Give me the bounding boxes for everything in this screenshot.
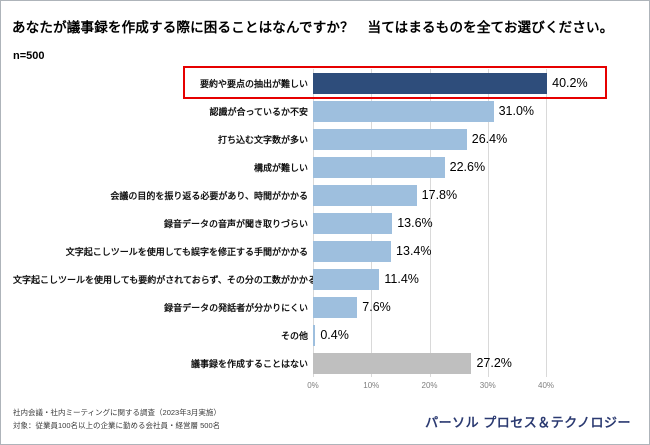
bar-track: 27.2%: [313, 349, 546, 377]
sample-size-label: n=500: [13, 50, 45, 62]
x-tick-label: 20%: [421, 381, 438, 390]
category-label: 打ち込む文字数が多い: [217, 134, 308, 145]
value-label: 13.4%: [396, 244, 432, 258]
chart-row: 文字起こしツールを使用しても誤字を修正する手間がかかる 13.4%: [13, 237, 633, 265]
category-label: 文字起こしツールを使用しても誤字を修正する手間がかかる: [65, 246, 308, 257]
footnote-line-2: 対象：従業員100名以上の企業に勤める会社員・経営層 500名: [13, 420, 221, 430]
chart-row: 会議の目的を振り返る必要があり、時間がかかる 17.8%: [13, 181, 633, 209]
chart-row: 認識が合っているか不安 31.0%: [13, 97, 633, 125]
bar-light: [313, 212, 393, 234]
chart-row: 録音データの発話者が分かりにくい 7.6%: [13, 293, 633, 321]
bar-light: [313, 156, 445, 178]
x-tick-label: 10%: [363, 381, 380, 390]
value-label: 17.8%: [421, 188, 458, 202]
category-label: 文字起こしツールを使用しても要約がされておらず、その分の工数がかかる: [13, 274, 317, 285]
bar-light: [313, 128, 467, 150]
bar-track: 17.8%: [313, 181, 546, 209]
category-label: 録音データの音声が聞き取りづらい: [163, 218, 308, 229]
bar-light: [313, 296, 358, 318]
bar-track: 11.4%: [313, 265, 546, 293]
chart-row: 打ち込む文字数が多い 26.4%: [13, 125, 633, 153]
category-label: 要約や要点の抽出が難しい: [199, 78, 308, 89]
x-tick-label: 0%: [307, 381, 319, 390]
value-label: 0.4%: [320, 328, 349, 342]
bar-gray: [313, 352, 472, 374]
category-label: 議事録を作成することはない: [190, 358, 308, 369]
value-label: 22.6%: [449, 160, 486, 174]
category-label: 会議の目的を振り返る必要があり、時間がかかる: [110, 190, 308, 201]
gridline: [546, 69, 547, 377]
company-logo: パーソル プロセス＆テクノロジー: [425, 415, 631, 430]
chart-row: 議事録を作成することはない 27.2%: [13, 349, 633, 377]
bar-track: 22.6%: [313, 153, 546, 181]
x-axis-ticks: 0% 10% 20% 30% 40%: [307, 381, 554, 395]
chart-row: 録音データの音声が聞き取りづらい 13.6%: [13, 209, 633, 237]
x-tick-label: 40%: [537, 381, 555, 390]
value-label: 40.2%: [552, 76, 588, 90]
category-label: 構成が難しい: [253, 162, 308, 173]
bar-light: [313, 100, 494, 122]
bar-dark: [313, 72, 548, 94]
category-label: 認識が合っているか不安: [209, 106, 308, 117]
category-label: 録音データの発話者が分かりにくい: [164, 302, 308, 313]
value-label: 13.6%: [397, 216, 433, 230]
value-label: 27.2%: [476, 356, 512, 370]
bar-track: 26.4%: [313, 125, 546, 153]
bar-track: 7.6%: [313, 293, 546, 321]
category-label: その他: [280, 330, 308, 341]
x-tick-label: 30%: [479, 381, 496, 390]
gridline: [487, 69, 489, 377]
footnote-line-1: 社内会議・社内ミーティングに関する調査（2023年3月実施）: [13, 408, 221, 418]
bar-light: [313, 240, 392, 262]
value-label: 7.6%: [362, 300, 391, 314]
chart-row: 要約や要点の抽出が難しい 40.2%: [13, 69, 633, 97]
page-title: あなたが議事録を作成する際に困ることはなんですか？ 当てはまるものを全てお選びく…: [12, 20, 614, 35]
chart-row: 文字起こしツールを使用しても要約がされておらず、その分の工数がかかる 11.4%: [13, 265, 633, 293]
bar-light: [313, 184, 417, 206]
value-label: 11.4%: [384, 272, 419, 286]
value-label: 26.4%: [471, 132, 508, 146]
bar-track: 13.4%: [313, 237, 546, 265]
gridline: [429, 69, 431, 377]
bar-light: [313, 324, 316, 346]
value-label: 31.0%: [498, 104, 535, 118]
chart-row: 構成が難しい 22.6%: [13, 153, 633, 181]
bar-track: 31.0%: [313, 97, 546, 125]
bar-track: 40.2%: [313, 69, 588, 97]
bar-light: [313, 268, 380, 290]
chart-row: その他 0.4%: [13, 321, 633, 349]
bar-rows: 要約や要点の抽出が難しい 40.2% 認識が合っているか不安 31.0% 打ち込む文字数…: [13, 69, 633, 377]
survey-footnote: 社内会議・社内ミーティングに関する調査（2023年3月実施） 対象：従業員100…: [13, 407, 221, 432]
bar-track: 0.4%: [313, 321, 546, 349]
horizontal-bar-chart: 要約や要点の抽出が難しい 40.2% 認識が合っているか不安 31.0% 打ち込む文字数…: [13, 66, 633, 401]
bar-track: 13.6%: [313, 209, 546, 237]
